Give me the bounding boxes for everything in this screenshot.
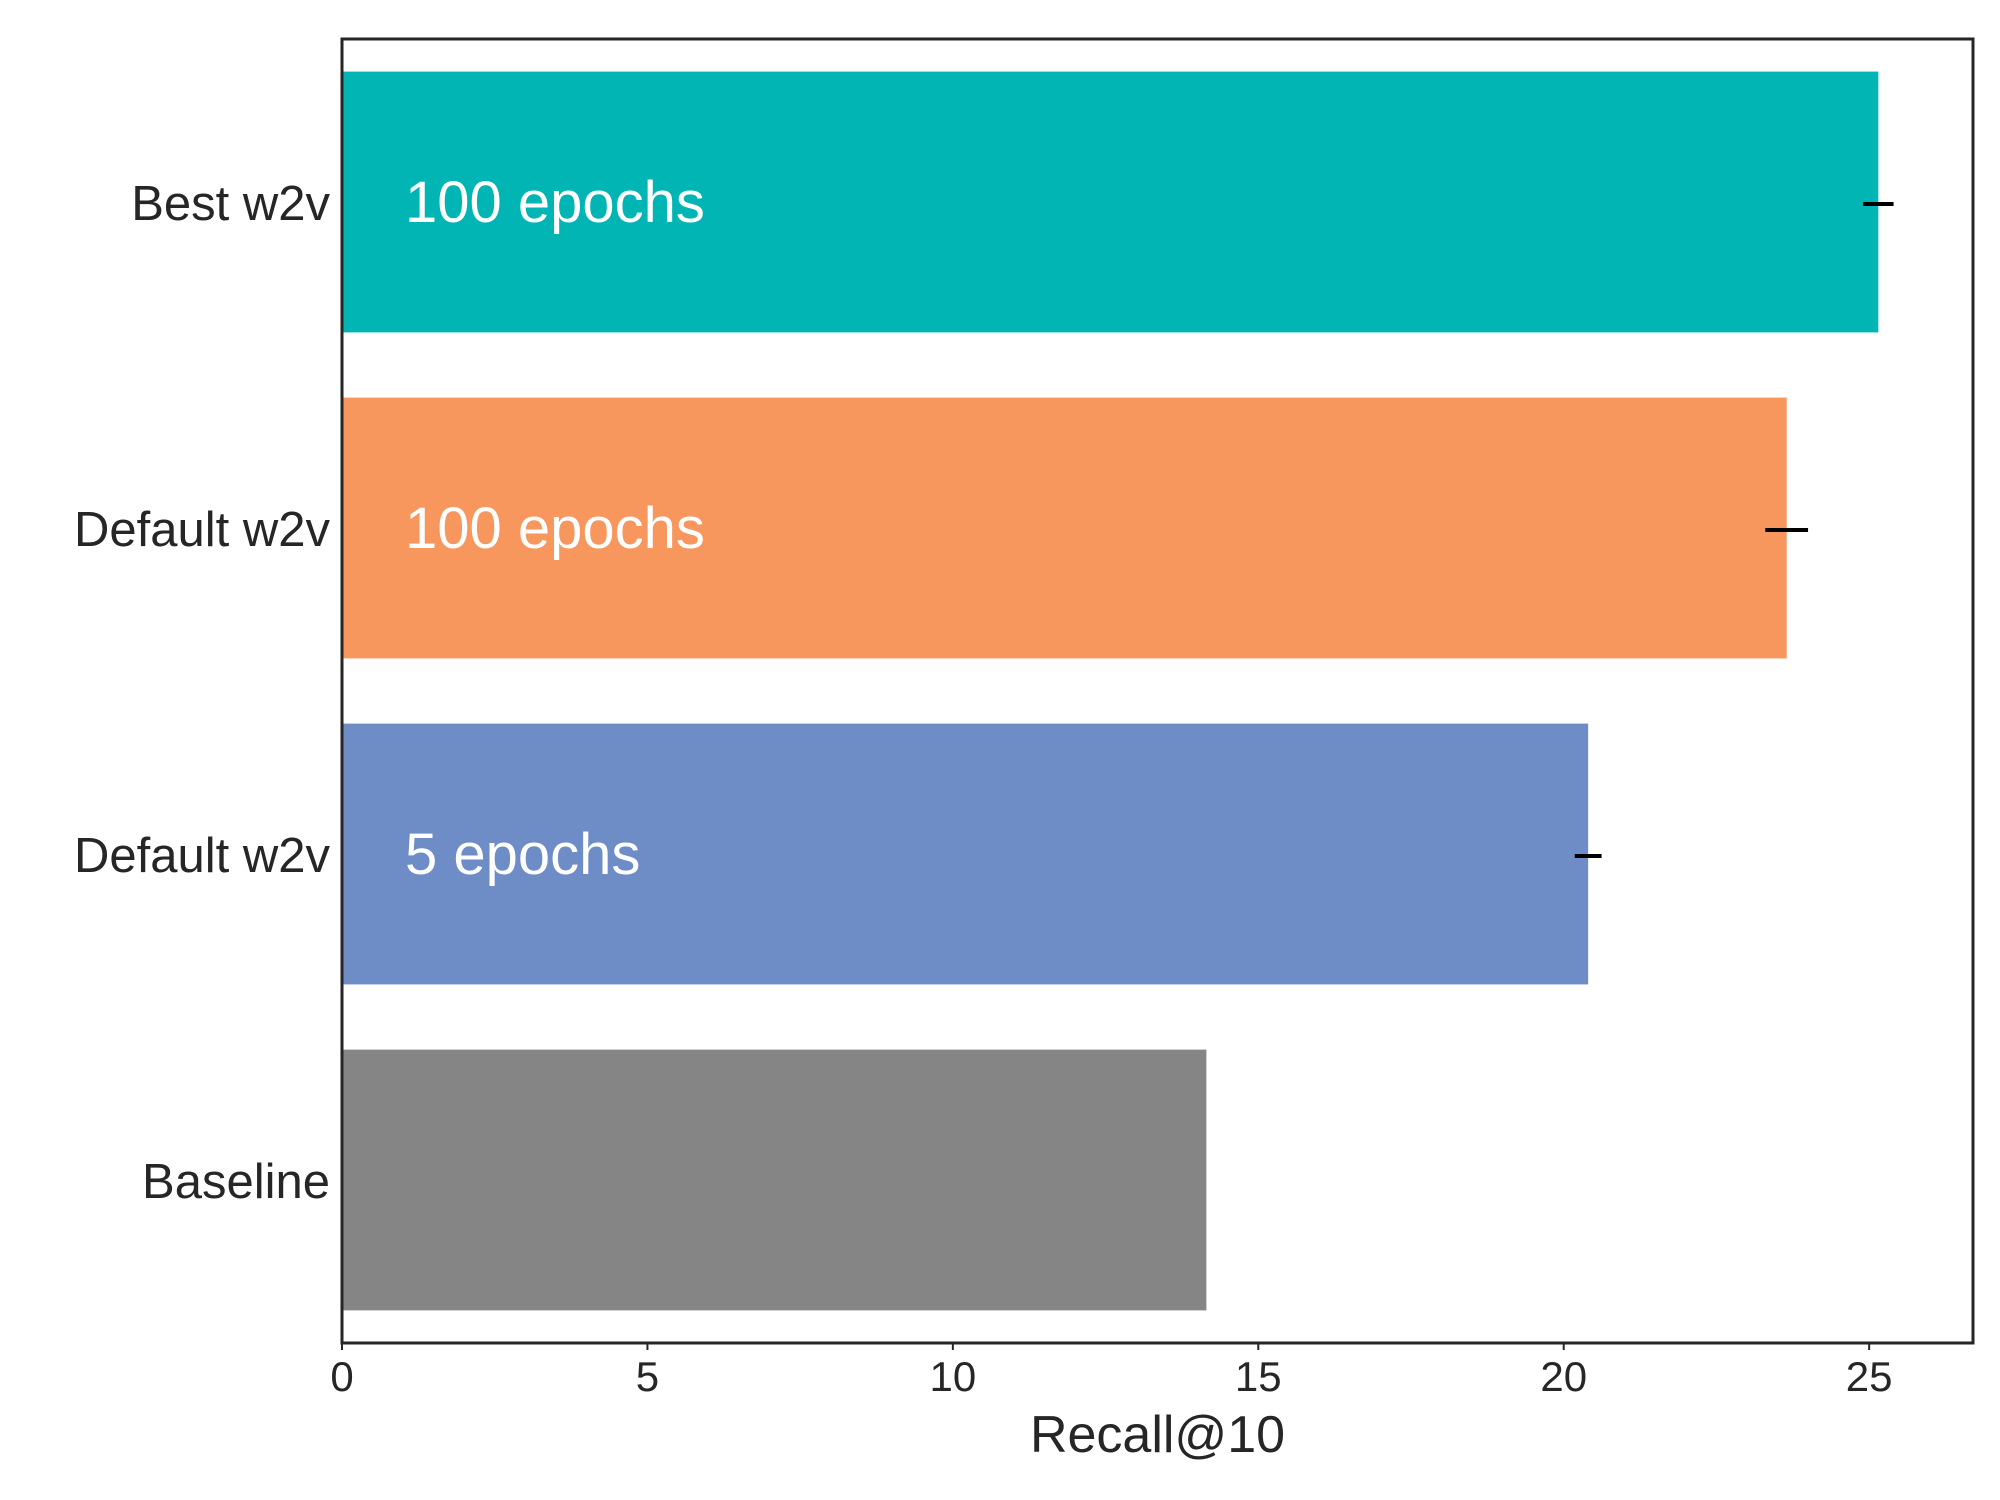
y-tick-label-1: Best w2v xyxy=(131,177,330,231)
y-tick-label-3: Default w2v xyxy=(74,829,331,883)
bar-2 xyxy=(342,397,1787,659)
y-tick-labels: Best w2v Default w2v Default w2v Baseline xyxy=(74,177,331,1209)
error-bars-layer xyxy=(1574,202,1894,858)
x-tick-label-4: 20 xyxy=(1540,1353,1587,1400)
x-tick-label-3: 15 xyxy=(1235,1353,1282,1400)
plot-frame xyxy=(340,37,1975,1345)
x-tick-label-0: 0 xyxy=(330,1353,353,1400)
x-tick-label-5: 25 xyxy=(1846,1353,1893,1400)
bar-label-1: 100 epochs xyxy=(405,170,705,235)
x-tick-label-2: 10 xyxy=(930,1353,977,1400)
bar-3 xyxy=(342,723,1589,985)
bar-label-2: 100 epochs xyxy=(405,496,705,561)
bar-labels-layer: 100 epochs 100 epochs 5 epochs xyxy=(405,170,705,887)
bar-1 xyxy=(342,71,1879,333)
bar-4 xyxy=(342,1049,1207,1311)
y-tick-label-4: Baseline xyxy=(142,1155,330,1209)
x-tick-label-1: 5 xyxy=(636,1353,659,1400)
x-axis-title: Recall@10 xyxy=(1030,1406,1285,1464)
bars-layer xyxy=(342,71,1879,1311)
x-axis-ticks: 0 5 10 15 20 25 xyxy=(330,1343,1893,1400)
bar-label-3: 5 epochs xyxy=(405,822,640,887)
y-tick-label-2: Default w2v xyxy=(74,503,331,557)
